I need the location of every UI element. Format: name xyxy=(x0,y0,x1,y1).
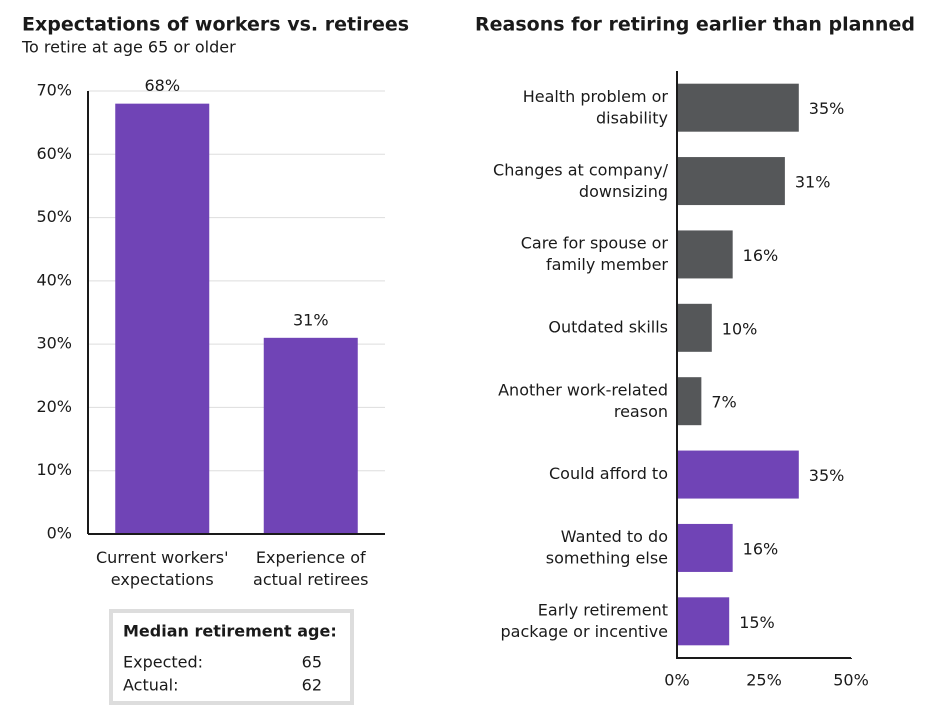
data-label: 35% xyxy=(809,99,845,118)
data-label: 10% xyxy=(722,319,758,338)
y-tick-label: Early retirement package or incentive xyxy=(501,600,668,641)
data-label: 7% xyxy=(711,393,736,412)
data-label: 15% xyxy=(739,613,775,632)
box-value: 65 xyxy=(302,653,322,672)
y-tick-label: Care for spouse or family member xyxy=(521,233,669,274)
x-tick-label: Current workers' expectations xyxy=(96,548,228,589)
bar xyxy=(677,450,799,499)
y-tick-label: 70% xyxy=(36,81,72,100)
x-tick-label: 0% xyxy=(664,671,689,690)
chart-title: Expectations of workers vs. retirees xyxy=(22,14,409,36)
bar xyxy=(677,377,702,426)
bar xyxy=(677,157,785,206)
bar xyxy=(115,103,210,535)
bar xyxy=(677,523,733,572)
box-label: Expected: xyxy=(123,653,203,672)
y-tick-label: 20% xyxy=(36,397,72,416)
bar xyxy=(677,83,799,132)
y-tick-label: 50% xyxy=(36,207,72,226)
data-label: 35% xyxy=(809,466,845,485)
bar xyxy=(677,597,730,646)
y-tick-label: Could afford to xyxy=(549,464,668,483)
box-value: 62 xyxy=(302,676,322,695)
chart-subtitle: To retire at age 65 or older xyxy=(21,38,236,57)
y-tick-label: 60% xyxy=(36,144,72,163)
chart-title: Reasons for retiring earlier than planne… xyxy=(475,14,915,36)
bar xyxy=(263,337,358,534)
data-label: 68% xyxy=(144,76,180,95)
x-tick-label: Experience of actual retirees xyxy=(253,548,368,589)
y-tick-label: Wanted to do something else xyxy=(546,527,668,568)
y-tick-label: 0% xyxy=(47,524,72,543)
y-tick-label: 10% xyxy=(36,460,72,479)
y-tick-label: 40% xyxy=(36,270,72,289)
y-tick-label: Another work-related reason xyxy=(498,380,668,421)
data-label: 16% xyxy=(743,539,779,558)
bar xyxy=(677,230,733,279)
y-tick-label: Changes at company/downsizing xyxy=(493,160,669,201)
box-title: Median retirement age: xyxy=(123,622,337,641)
y-tick-label: Outdated skills xyxy=(548,317,668,336)
data-label: 31% xyxy=(795,173,831,192)
y-tick-label: 30% xyxy=(36,334,72,353)
bar xyxy=(677,303,712,352)
median-box xyxy=(109,609,354,705)
data-label: 31% xyxy=(293,310,329,329)
x-tick-label: 50% xyxy=(833,671,869,690)
box-label: Actual: xyxy=(123,676,179,695)
x-tick-label: 25% xyxy=(746,671,782,690)
y-tick-label: Health problem or disability xyxy=(523,86,669,127)
data-label: 16% xyxy=(743,246,779,265)
